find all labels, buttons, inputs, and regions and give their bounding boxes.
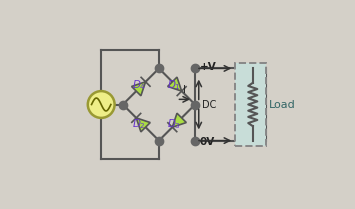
Text: 0V: 0V xyxy=(200,137,215,147)
Text: $D_1$: $D_1$ xyxy=(167,78,181,92)
Polygon shape xyxy=(172,113,186,127)
Polygon shape xyxy=(132,82,146,96)
Text: I: I xyxy=(183,85,186,95)
Text: DC: DC xyxy=(202,99,217,110)
Text: $D_3$: $D_3$ xyxy=(167,117,181,131)
Polygon shape xyxy=(168,77,182,91)
Circle shape xyxy=(88,91,115,118)
Text: $D_4$: $D_4$ xyxy=(132,78,146,92)
Text: $D_2$: $D_2$ xyxy=(132,117,146,131)
Text: Load: Load xyxy=(269,99,296,110)
Text: +V: +V xyxy=(200,62,216,72)
Polygon shape xyxy=(136,118,150,132)
FancyBboxPatch shape xyxy=(235,63,266,146)
